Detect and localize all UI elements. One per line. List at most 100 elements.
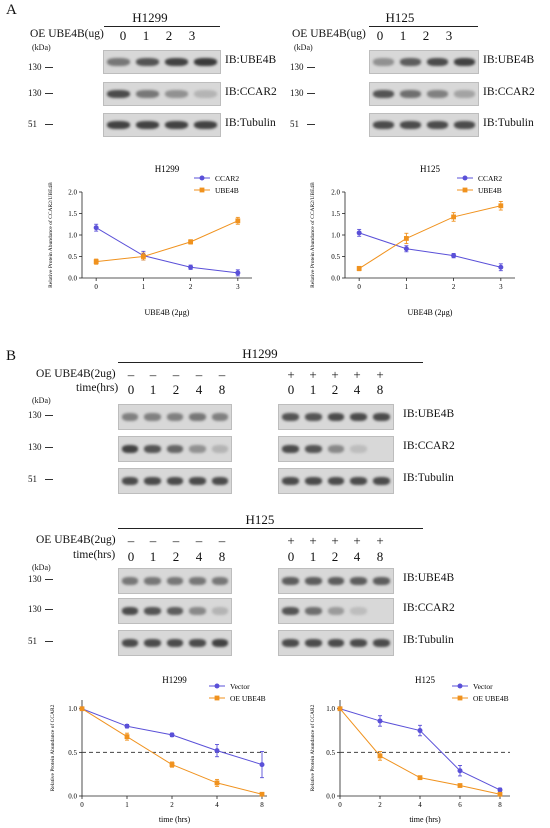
- x-tick-label: 0: [338, 801, 342, 809]
- blot-strip: [118, 568, 232, 594]
- protein-band: [194, 121, 217, 129]
- time-lane-label: 8: [376, 549, 384, 564]
- lane-label: 3: [188, 28, 196, 43]
- treatment-sign: +: [353, 367, 361, 382]
- data-point: [259, 762, 265, 768]
- y-tick-label: 1.5: [331, 210, 340, 218]
- protein-band: [211, 607, 228, 615]
- treatment-sign: –: [218, 367, 226, 382]
- ib-label: IB:CCAR2: [403, 602, 455, 614]
- treatment-sign: +: [287, 533, 295, 548]
- treatment-sign: –: [218, 533, 226, 548]
- time-lane-label: 1: [309, 549, 317, 564]
- mw-tick: [45, 93, 53, 94]
- y-tick-label: 0.5: [326, 749, 335, 757]
- y-tick-label: 1.0: [326, 705, 335, 713]
- chart-title: H125: [420, 164, 440, 174]
- y-tick-label: 1.5: [68, 210, 77, 218]
- data-point: [451, 214, 457, 220]
- protein-band: [350, 477, 368, 485]
- protein-band: [122, 413, 139, 421]
- data-point: [497, 791, 503, 797]
- x-axis-label: UBE4B (2μg): [145, 308, 190, 317]
- protein-band: [166, 639, 184, 647]
- legend-label: OE UBE4B: [473, 694, 509, 703]
- protein-band: [304, 607, 322, 615]
- y-tick-label: 0.5: [331, 253, 340, 261]
- ib-label: IB:UBE4B: [225, 54, 277, 66]
- protein-band: [350, 445, 368, 453]
- blot-strip: [103, 50, 221, 74]
- chart-title: H1299: [162, 675, 187, 685]
- ib-label: IB:UBE4B: [483, 54, 535, 66]
- treatment-sign: –: [172, 533, 180, 548]
- lane-label: 2: [165, 28, 173, 43]
- x-tick-label: 3: [499, 283, 503, 291]
- data-point: [498, 264, 504, 270]
- protein-band: [373, 413, 390, 421]
- time-lane-label: 1: [309, 382, 317, 397]
- treatment-sign: –: [149, 367, 157, 382]
- y-axis-label: Relative Protein Abundance of CCAR2/UBE4…: [309, 182, 316, 288]
- mw-marker: 130: [290, 62, 304, 72]
- protein-band: [122, 445, 139, 453]
- ib-label: IB:Tubulin: [403, 634, 454, 646]
- legend-label: OE UBE4B: [230, 694, 266, 703]
- protein-band: [350, 639, 368, 647]
- mw-tick: [45, 579, 53, 580]
- mw-marker: 130: [28, 88, 42, 98]
- protein-band: [107, 58, 130, 66]
- lane-label: 0: [376, 28, 384, 43]
- mw-marker: 130: [28, 604, 42, 614]
- data-point: [93, 259, 99, 265]
- mw-tick: [45, 415, 53, 416]
- protein-band: [189, 639, 206, 647]
- protein-band: [165, 90, 188, 98]
- blot-strip: [118, 468, 232, 494]
- time-lane-label: 2: [172, 382, 180, 397]
- data-point: [259, 791, 265, 797]
- x-tick-label: 1: [125, 801, 129, 809]
- x-axis-label: UBE4B (2μg): [408, 308, 453, 317]
- mw-marker: 130: [28, 574, 42, 584]
- blot-strip: [278, 598, 394, 624]
- mw-marker: 130: [28, 62, 42, 72]
- x-tick-label: 4: [418, 801, 422, 809]
- x-axis-label: time (hrs): [409, 815, 441, 824]
- kda-label: (kDa): [32, 43, 51, 52]
- x-tick-label: 0: [94, 283, 98, 291]
- x-tick-label: 2: [189, 283, 193, 291]
- mw-marker: 51: [28, 474, 37, 484]
- protein-band: [282, 445, 299, 453]
- legend-marker: [462, 187, 468, 193]
- blot-strip: [118, 436, 232, 462]
- blot-strip: [369, 50, 479, 74]
- protein-band: [454, 58, 475, 66]
- protein-band: [144, 607, 161, 615]
- mw-marker: 130: [28, 410, 42, 420]
- protein-band: [166, 577, 184, 585]
- data-point: [337, 706, 343, 712]
- y-tick-label: 1.0: [331, 232, 340, 240]
- data-point: [124, 734, 130, 740]
- chart-title: H1299: [155, 164, 180, 174]
- oe-label: OE UBE4B(2ug): [36, 368, 116, 380]
- protein-band: [189, 577, 206, 585]
- protein-band: [122, 607, 139, 615]
- panel-b-letter: B: [6, 348, 17, 364]
- ib-label: IB:Tubulin: [225, 117, 276, 129]
- data-point: [169, 762, 175, 767]
- protein-band: [327, 413, 345, 421]
- protein-band: [350, 577, 368, 585]
- time-lane-label: 8: [218, 549, 226, 564]
- y-tick-label: 2.0: [68, 189, 77, 197]
- data-point: [124, 723, 130, 729]
- x-tick-label: 8: [498, 801, 502, 809]
- protein-band: [144, 639, 161, 647]
- time-lane-label: 2: [172, 549, 180, 564]
- data-point: [457, 768, 463, 774]
- y-tick-label: 0.0: [68, 275, 77, 283]
- mw-tick: [45, 67, 53, 68]
- treatment-sign: –: [195, 367, 203, 382]
- protein-band: [194, 58, 217, 66]
